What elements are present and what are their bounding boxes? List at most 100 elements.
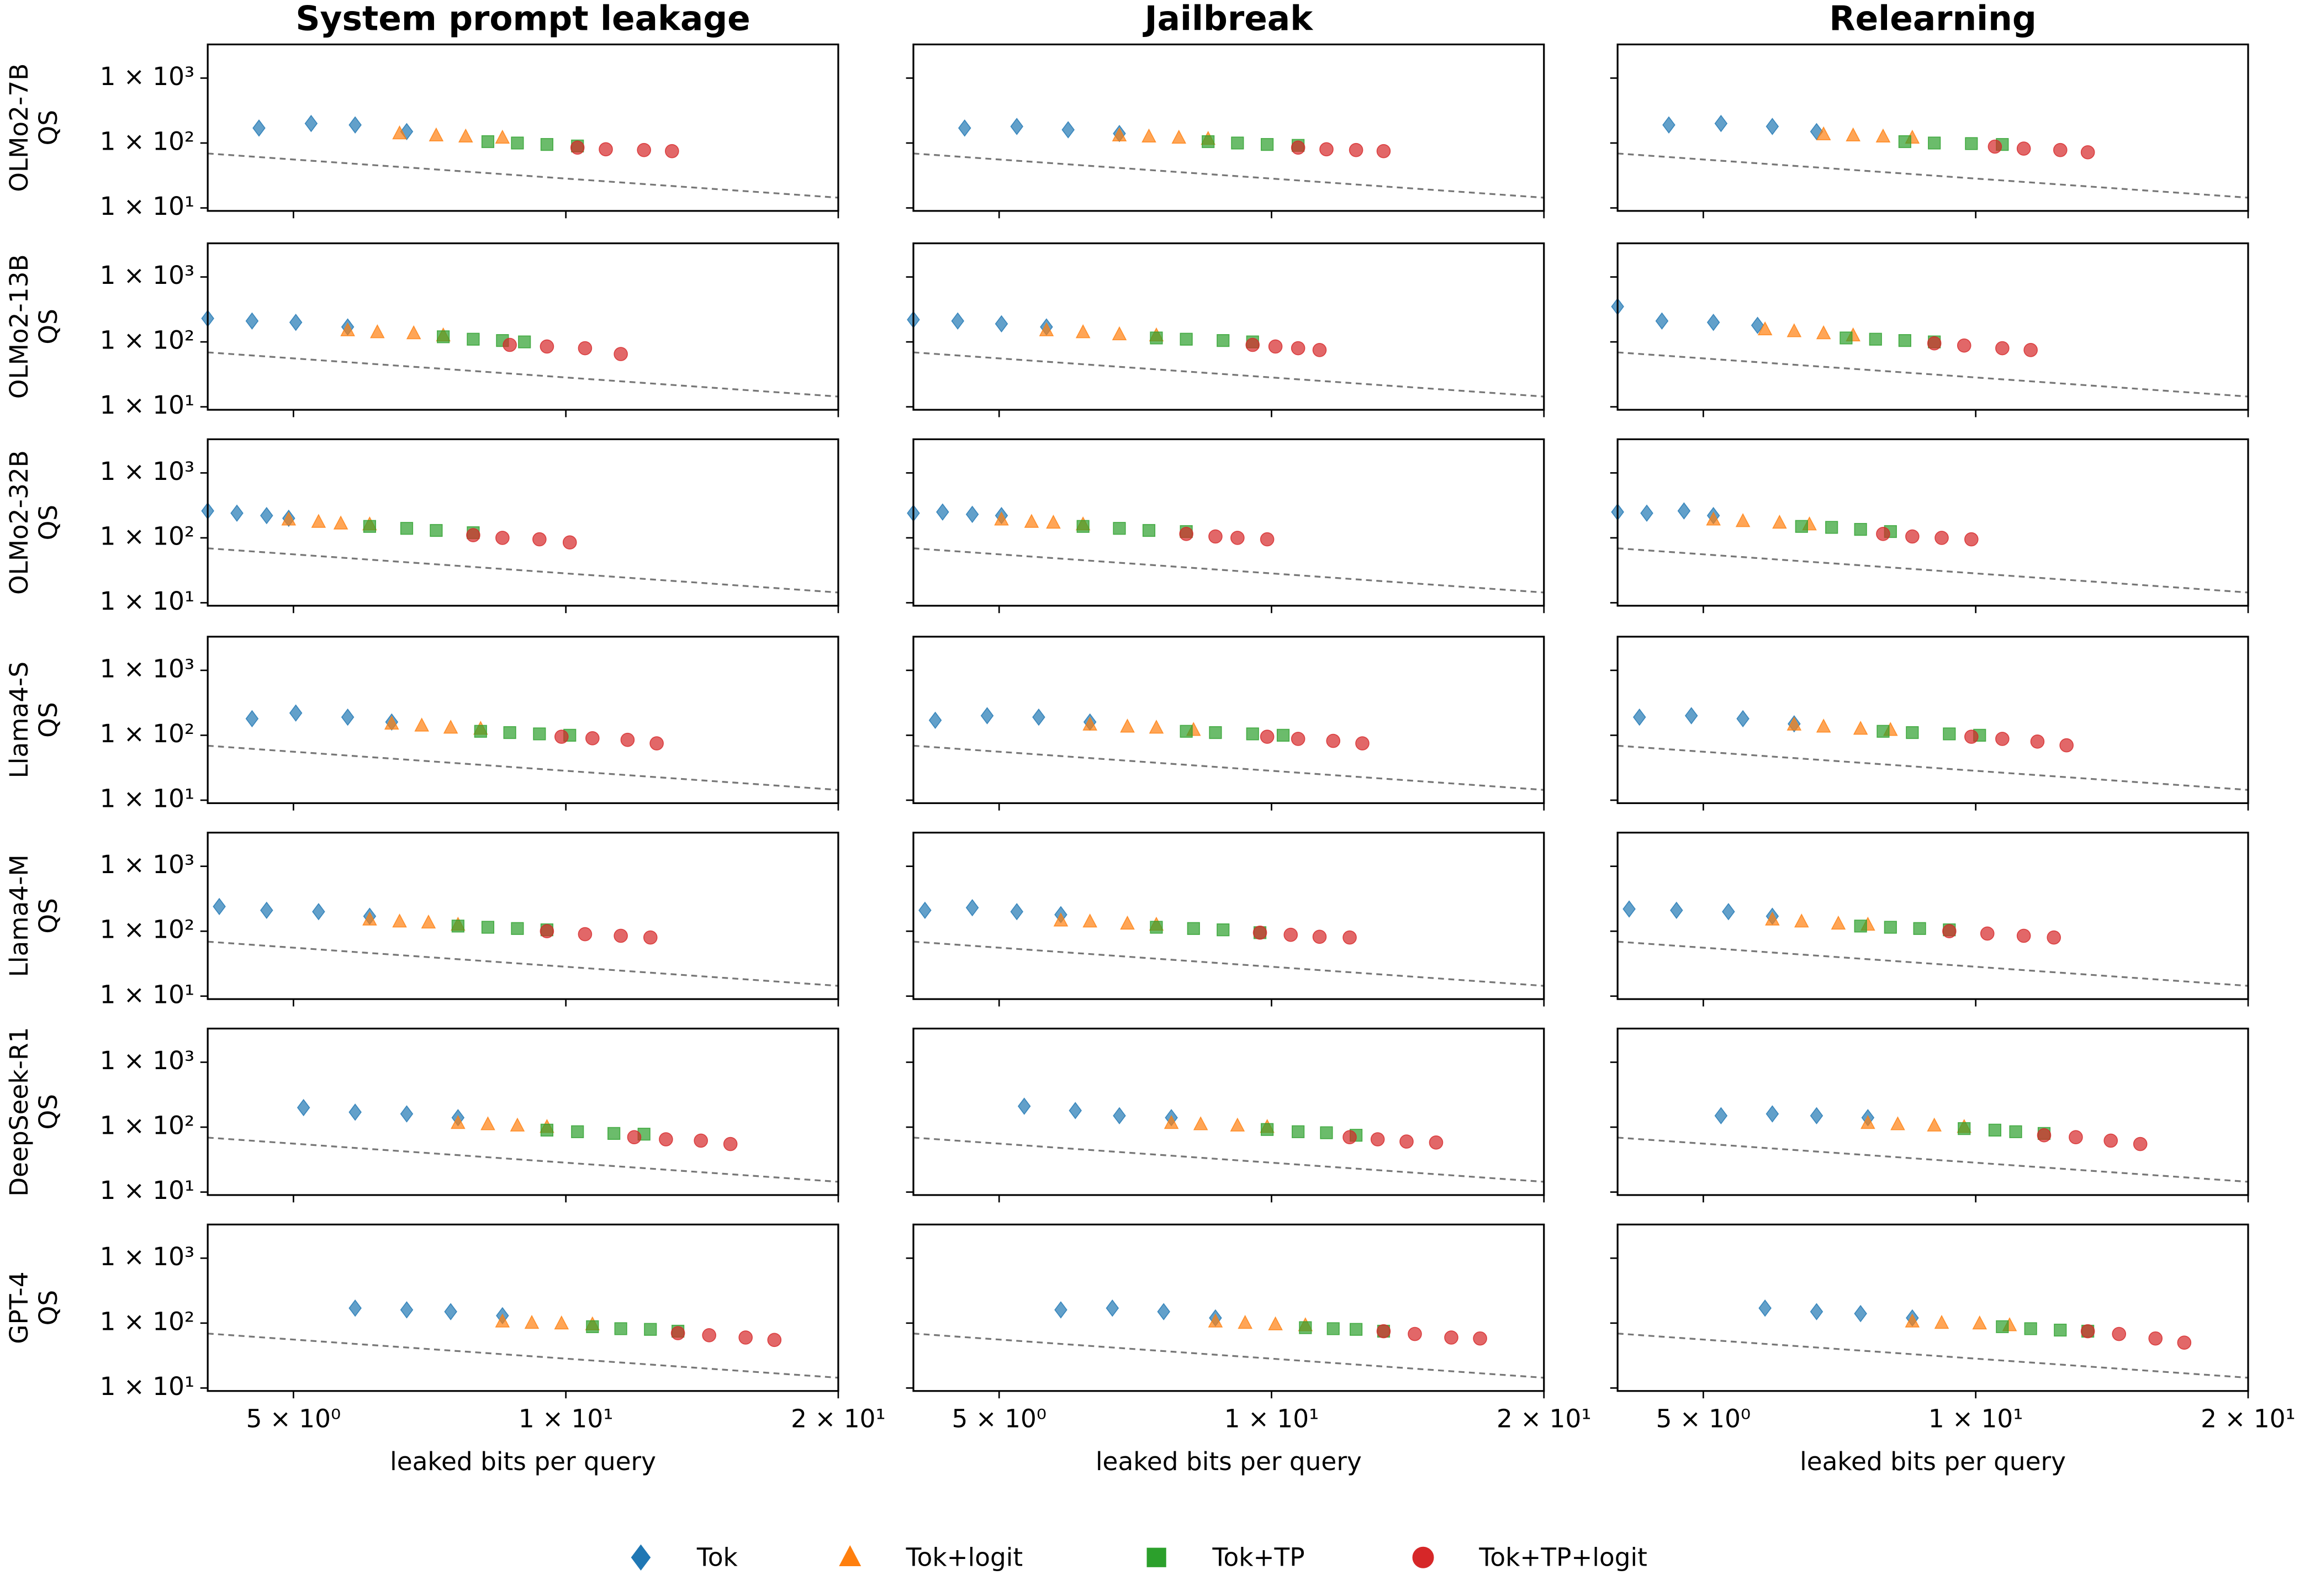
data-point xyxy=(1024,514,1039,528)
reference-line xyxy=(913,940,1544,987)
data-point xyxy=(1810,1303,1823,1320)
data-point xyxy=(289,704,303,722)
data-point xyxy=(384,715,399,730)
data-point xyxy=(1934,531,1949,545)
data-point xyxy=(1794,913,1809,928)
data-point xyxy=(540,924,554,939)
axes-frame xyxy=(207,242,839,411)
data-point xyxy=(1069,1102,1082,1119)
data-point xyxy=(1076,520,1090,533)
reference-line xyxy=(913,1137,1544,1183)
axes-frame xyxy=(1616,832,2249,1000)
data-point xyxy=(400,522,414,535)
data-point xyxy=(1684,707,1698,725)
data-point xyxy=(540,339,554,354)
data-point xyxy=(1260,730,1275,744)
data-point xyxy=(510,1117,525,1132)
data-point xyxy=(1342,1130,1357,1145)
data-point xyxy=(1292,1125,1305,1138)
legend-marker xyxy=(1146,1547,1166,1567)
data-point xyxy=(1157,1303,1171,1320)
y-axis-label: Llama4-M xyxy=(4,854,34,977)
data-point xyxy=(1261,1123,1274,1136)
legend-label: Tok+TP+logit xyxy=(1478,1542,1647,1572)
reference-line xyxy=(1617,1137,2249,1183)
data-point xyxy=(578,927,593,942)
data-point xyxy=(2053,142,2068,157)
data-point xyxy=(2016,141,2031,156)
data-point xyxy=(245,710,259,728)
y-axis-label: QS xyxy=(34,1094,63,1129)
data-point xyxy=(481,135,495,149)
data-point xyxy=(1202,135,1215,149)
data-point xyxy=(1245,337,1260,352)
x-axis-label: leaked bits per query xyxy=(390,1447,656,1476)
data-point xyxy=(341,708,355,726)
data-point xyxy=(1193,1116,1208,1130)
data-point xyxy=(1906,726,1919,739)
data-point xyxy=(1291,732,1305,746)
data-point xyxy=(1349,142,1363,157)
data-point xyxy=(570,140,585,155)
data-point xyxy=(644,1323,657,1336)
data-point xyxy=(767,1333,782,1347)
data-point xyxy=(1890,1116,1905,1130)
data-point xyxy=(738,1330,753,1345)
data-point xyxy=(1230,531,1245,545)
reference-line xyxy=(1617,1333,2249,1379)
data-point xyxy=(1816,126,1831,141)
data-point xyxy=(1640,504,1653,522)
data-point xyxy=(1942,924,1957,939)
data-point xyxy=(245,312,259,330)
y-tick-label: 1 × 10² xyxy=(100,521,195,551)
data-point xyxy=(1995,732,2010,746)
data-point xyxy=(2177,1335,2192,1350)
data-point xyxy=(474,725,487,738)
data-point xyxy=(1164,1114,1179,1129)
x-axis-label: leaked bits per query xyxy=(1096,1447,1362,1476)
data-point xyxy=(503,337,517,352)
data-point xyxy=(1010,903,1024,921)
data-point xyxy=(1120,915,1135,930)
data-point xyxy=(1995,341,2010,356)
data-point xyxy=(995,315,1008,333)
y-tick-label: 1 × 10¹ xyxy=(100,586,195,616)
axes-frame xyxy=(1616,636,2249,804)
data-point xyxy=(2133,1137,2148,1151)
data-point xyxy=(1869,332,1882,346)
axes-frame xyxy=(912,832,1545,1000)
data-point xyxy=(951,312,965,330)
data-point xyxy=(1429,1135,1444,1150)
data-point xyxy=(312,903,325,921)
y-axis-label: QS xyxy=(34,702,63,737)
data-point xyxy=(1473,1331,1487,1346)
data-point xyxy=(1208,1313,1223,1328)
data-point xyxy=(702,1328,716,1343)
data-point xyxy=(1209,726,1222,739)
data-point xyxy=(1853,721,1868,735)
data-point xyxy=(524,1314,540,1329)
data-point xyxy=(1957,338,1971,353)
data-point xyxy=(480,1116,495,1130)
data-point xyxy=(637,142,651,157)
data-point xyxy=(554,1315,569,1330)
data-point xyxy=(2009,1125,2022,1138)
data-point xyxy=(1757,321,1773,336)
data-point xyxy=(1884,921,1897,934)
data-point xyxy=(1854,522,1867,536)
data-point xyxy=(1180,332,1193,346)
y-tick-label: 1 × 10³ xyxy=(100,850,195,879)
data-point xyxy=(495,531,510,545)
data-point xyxy=(980,707,994,725)
y-tick-label: 1 × 10² xyxy=(100,126,195,156)
data-point xyxy=(936,503,949,521)
data-point xyxy=(1898,334,1911,347)
data-point xyxy=(1714,114,1728,133)
y-axis-label: DeepSeek-R1 xyxy=(4,1027,34,1197)
data-point xyxy=(370,324,385,339)
data-point xyxy=(503,726,516,739)
y-tick-label: 1 × 10³ xyxy=(100,62,195,91)
data-point xyxy=(1795,520,1808,533)
data-point xyxy=(297,1098,310,1117)
data-point xyxy=(1238,1314,1253,1329)
